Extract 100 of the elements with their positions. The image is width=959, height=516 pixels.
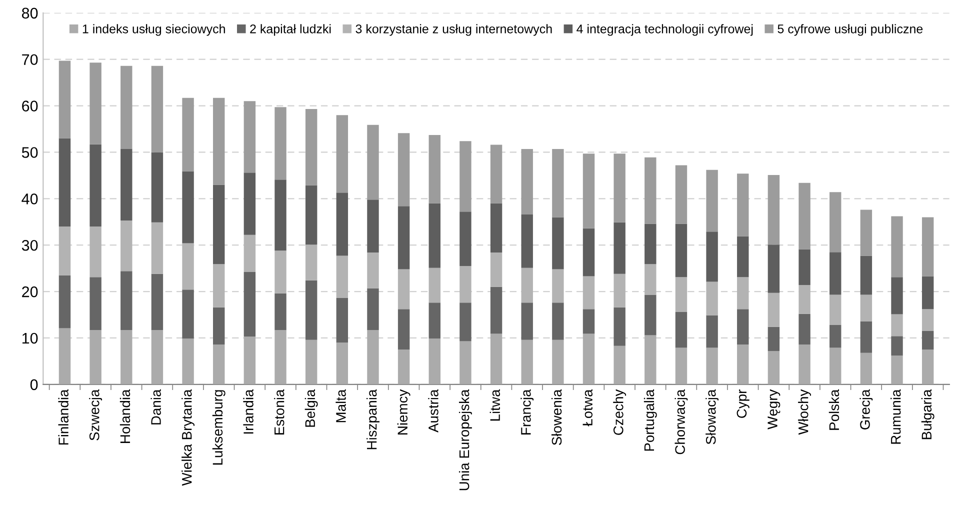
bar [891,336,903,356]
bar [830,252,842,295]
x-tick-label: Cypr [736,390,750,418]
bar [151,222,164,274]
bar [182,338,194,384]
bar [552,148,564,218]
x-tick-label: Węgry [768,389,780,430]
x-tick-label: Belgia [304,389,318,427]
bar [398,206,410,270]
bar [706,170,718,232]
bar [274,330,286,384]
x-tick-label: Malta [336,389,346,422]
bar [552,217,564,270]
x-tick-label: Słowenia [551,389,562,446]
legend-label: 4 integracja technologii cyfrowej [576,24,753,36]
bar [213,98,225,185]
bar [460,266,472,303]
bar [90,330,102,384]
bar [737,344,749,384]
bar [182,98,194,172]
bar [182,243,194,290]
x-tick-label: Finlandia [58,389,68,444]
bar [614,307,626,346]
bar [460,302,472,342]
bar [90,62,102,144]
bar [58,328,71,384]
bar [305,280,318,340]
legend-label: 2 kapitał ludzki [250,24,331,36]
bar [675,165,688,224]
bar [336,115,348,193]
bar [90,226,102,278]
bar [58,275,71,328]
bar [830,348,842,384]
y-tick-label: 20 [22,286,38,298]
x-tick-label: Holandia [120,389,130,443]
bar [336,192,348,256]
bar [830,294,842,325]
bar [614,346,626,384]
bar [120,220,132,272]
bar [830,192,842,252]
bar [644,335,656,384]
bar [490,334,502,384]
x-tick-label: Włochy [798,389,812,435]
bar [367,330,379,384]
y-tick-label: 50 [22,147,38,158]
bar [675,348,688,384]
bar [922,276,934,310]
x-tick-label: Dania [150,389,161,424]
bar [213,344,225,384]
bar [614,154,626,222]
y-tick-label: 0 [30,379,38,390]
bar [860,352,872,384]
bar [213,307,225,344]
bar [521,214,533,268]
bar [891,277,903,314]
bar [490,252,502,287]
bar [614,222,626,274]
x-tick-label: Szwecja [89,389,102,440]
bar [336,298,348,343]
bar [244,272,256,337]
x-tick-label: Niemcy [397,389,410,434]
bar [644,157,656,224]
bar [582,276,595,310]
bar [182,171,194,244]
bar [706,348,718,384]
x-tick-label: Unia Europejska [458,389,472,490]
x-tick-label: Austria [428,389,438,432]
x-tick-label: Polska [828,389,840,430]
legend-label: 3 korzystanie z usług internetowych [356,24,552,36]
bar [398,269,410,310]
bar [768,292,780,327]
bar [151,274,164,330]
bar [737,309,749,344]
bar [582,154,595,228]
bar [367,200,379,253]
bar [428,203,440,268]
bar [644,264,656,295]
bar [213,264,225,308]
bar [552,269,564,303]
bar [58,138,71,227]
bar [521,148,533,214]
bar [244,234,256,272]
bar [305,185,318,245]
y-tick-label: 70 [22,54,38,66]
bar [521,268,533,303]
bar [490,203,502,253]
bar [922,331,934,350]
y-tick-label: 60 [22,100,38,112]
bar [798,249,810,286]
x-tick-label: Portugalia [644,389,657,451]
bar [460,212,472,266]
x-tick-label: Łotwa [582,389,592,426]
y-tick-label: 10 [22,332,38,344]
bar [644,294,656,336]
bar [706,232,718,282]
bar [367,124,379,200]
bar [244,172,256,235]
bar [90,144,102,227]
bar [151,152,164,222]
bar [120,330,132,384]
